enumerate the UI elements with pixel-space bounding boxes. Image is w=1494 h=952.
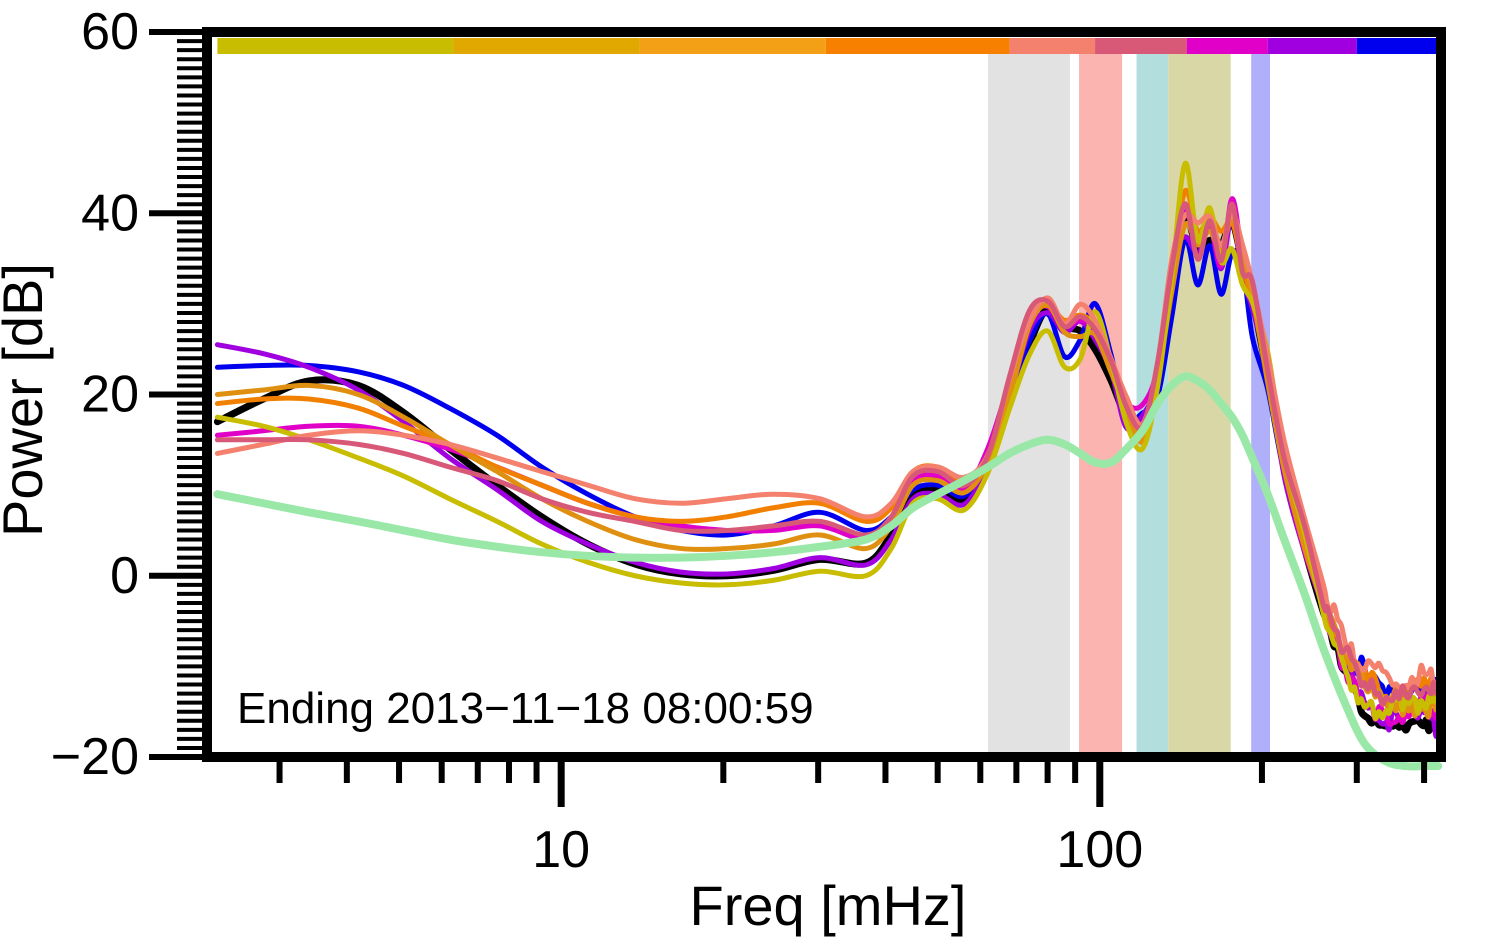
colorbar-segment-3	[825, 38, 1010, 54]
spectrum-curve-lightgreen-trace	[213, 372, 1443, 771]
band-lavender	[1251, 48, 1270, 757]
y-tick-label: 60	[81, 3, 139, 61]
x-tick-label: 100	[1056, 821, 1143, 879]
colorbar-segment-0	[217, 38, 454, 54]
colorbar-segment-6	[1186, 38, 1268, 54]
y-tick-label: 40	[81, 184, 139, 242]
y-tick-label: −20	[51, 728, 139, 786]
colorbar-segment-5	[1095, 38, 1187, 54]
axes-group	[149, 27, 1446, 807]
band-pink	[1079, 48, 1123, 757]
shaded-bands-group	[987, 48, 1270, 757]
colorbar-segment-2	[639, 38, 826, 54]
ending-timestamp-annotation: Ending 2013−11−18 08:00:59	[237, 684, 814, 733]
spectra-curves-group	[213, 160, 1443, 771]
x-axis-label: Freq [mHz]	[690, 874, 967, 937]
spectrum-curve-rose-trace	[214, 201, 1441, 708]
tick-labels-group: −20 0 20 40 60 10 100	[51, 3, 1143, 879]
y-tick-label: 0	[110, 547, 139, 605]
x-tick-label: 10	[532, 821, 590, 879]
colorbar-segment-4	[1009, 38, 1096, 54]
colorbar-segment-1	[453, 38, 640, 54]
y-axis-label: Power [dB]	[0, 263, 54, 537]
colorbar-segment-8	[1356, 38, 1441, 54]
colorbar-segment-7	[1267, 38, 1357, 54]
top-colorbar	[217, 38, 1441, 54]
y-tick-label: 20	[81, 366, 139, 424]
